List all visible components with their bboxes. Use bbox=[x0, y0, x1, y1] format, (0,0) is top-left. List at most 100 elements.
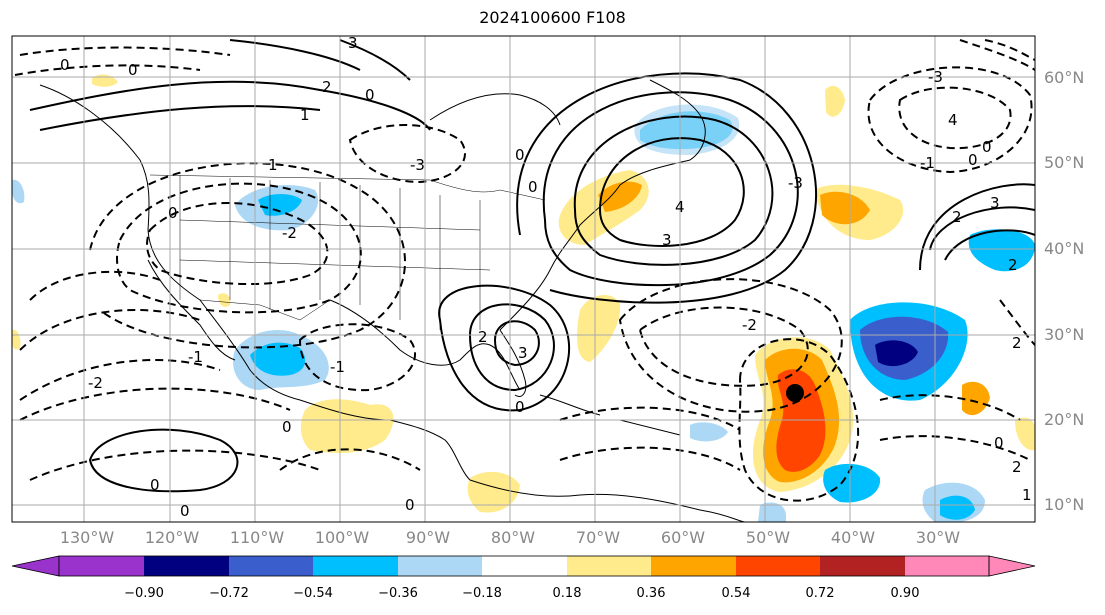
lon-label: 110°W bbox=[229, 528, 285, 547]
contour-label: 0 bbox=[365, 86, 375, 104]
low-florida-ring-2 bbox=[468, 303, 555, 392]
fill-positive-north-atlantic-core bbox=[598, 181, 642, 212]
contour-label: -3 bbox=[788, 174, 803, 192]
colorbar-tick-label: 0.18 bbox=[552, 586, 582, 601]
dashed-east-lower bbox=[879, 394, 1031, 461]
contour-label: 0 bbox=[60, 56, 70, 74]
contour-label: 0 bbox=[528, 178, 538, 196]
state-lines bbox=[179, 175, 491, 330]
dashed-trough-west-3 bbox=[89, 162, 406, 349]
colorbar-bin bbox=[905, 556, 989, 576]
contour-label: -2 bbox=[742, 316, 757, 334]
fill-positive-east-small bbox=[962, 381, 990, 416]
solid-south-west-oval bbox=[88, 428, 239, 493]
contour-label: -3 bbox=[410, 156, 425, 174]
contour-label: 2 bbox=[322, 78, 332, 96]
graticule bbox=[12, 36, 1035, 522]
contour-label: -1 bbox=[920, 154, 935, 172]
high-ne-ring-1 bbox=[598, 137, 745, 247]
dashed-far-east-edge bbox=[999, 299, 1035, 346]
contour-label: -2 bbox=[282, 224, 297, 242]
fill-negative-west-coast bbox=[12, 179, 25, 204]
colorbar-tick-label: −0.72 bbox=[209, 586, 249, 601]
colorbar-bin bbox=[736, 556, 820, 576]
contour-label: 0 bbox=[150, 476, 160, 494]
contour-label: 0 bbox=[515, 146, 525, 164]
colorbar-bin bbox=[59, 556, 144, 576]
map-background bbox=[12, 36, 1035, 522]
fill-negative-newfoundland-edge bbox=[634, 104, 740, 155]
storm-center-marker bbox=[786, 384, 804, 402]
coast-north-america-west bbox=[39, 84, 471, 481]
lat-label: 50°N bbox=[1044, 153, 1085, 172]
dashed-north-atlantic-1 bbox=[898, 86, 1012, 150]
contour-label: 3 bbox=[662, 231, 672, 249]
map-title: 2024100600 F108 bbox=[479, 8, 626, 27]
contour-label: 4 bbox=[948, 111, 958, 129]
dashed-far-ne bbox=[959, 39, 1035, 71]
contour-label: 3 bbox=[990, 194, 1000, 212]
contour-label: -1 bbox=[188, 348, 203, 366]
contour-label: -3 bbox=[928, 68, 943, 86]
fill-positive-west-gulf bbox=[300, 399, 394, 453]
high-ne-ring-2 bbox=[573, 115, 774, 266]
fill-negative-south-atlantic-1 bbox=[823, 463, 881, 503]
fill-negative-mexico-core bbox=[250, 342, 306, 376]
contour-value-labels: 0 0 3 2 0 1 1 -3 0 -2 0 0 4 3 -3 -3 4 -1… bbox=[60, 36, 1032, 520]
contour-label: 3 bbox=[518, 344, 528, 362]
contour-label: 2 bbox=[952, 208, 962, 226]
dashed-mid-west bbox=[19, 270, 221, 401]
fill-negative-east-atlantic-core bbox=[875, 340, 918, 367]
low-florida-ring-1 bbox=[493, 320, 540, 367]
contour-label: 2 bbox=[1012, 334, 1022, 352]
lon-label: 90°W bbox=[405, 528, 451, 547]
dashed-trough-west-1 bbox=[146, 202, 329, 286]
coast-south-america bbox=[469, 479, 746, 522]
fill-positive-gulf-small bbox=[218, 293, 231, 307]
fill-positive-central-atlantic-core bbox=[820, 191, 870, 225]
fill-positive-far-north bbox=[825, 85, 845, 117]
low-florida-ring-3 bbox=[438, 284, 571, 412]
lon-label: 70°W bbox=[575, 528, 621, 547]
contour-label: 0 bbox=[515, 398, 525, 416]
fill-negative-caribbean bbox=[690, 422, 728, 442]
solid-east-ring bbox=[919, 183, 1035, 271]
fill-negative-south-atlantic-2-core bbox=[940, 495, 975, 520]
map-frame bbox=[11, 35, 1036, 523]
coast-florida bbox=[499, 329, 527, 397]
contour-label: 0 bbox=[168, 204, 178, 222]
colorbar-bin bbox=[144, 556, 229, 576]
contour-label: 0 bbox=[282, 418, 292, 436]
colorbar-tick-label: −0.36 bbox=[378, 586, 418, 601]
lon-label: 120°W bbox=[144, 528, 200, 547]
dashed-trough-west-2 bbox=[116, 182, 362, 314]
colorbar-bin bbox=[398, 556, 482, 576]
fill-positive-alaska bbox=[92, 74, 118, 87]
colorbar-tick-label: −0.54 bbox=[293, 586, 333, 601]
fill-negative-northeast-atlantic bbox=[968, 229, 1035, 272]
dashed-alaska bbox=[14, 46, 231, 76]
contour-label: 1 bbox=[1022, 486, 1032, 504]
dashed-north-atlantic-2 bbox=[867, 66, 1033, 174]
lat-label: 40°N bbox=[1044, 239, 1085, 258]
fill-positive-east-edge bbox=[1015, 417, 1035, 451]
contour-label: 0 bbox=[982, 138, 992, 156]
contour-label: 0 bbox=[994, 434, 1004, 452]
dashed-storm-ring bbox=[738, 338, 860, 502]
contour-label: 1 bbox=[268, 156, 278, 174]
contour-label: 4 bbox=[675, 198, 685, 216]
colorbar-frame bbox=[58, 555, 990, 577]
contour-label: 2 bbox=[1008, 256, 1018, 274]
lon-label: 60°W bbox=[660, 528, 706, 547]
colorbar-high-extend bbox=[988, 555, 1036, 577]
dashed-contours bbox=[14, 39, 1035, 502]
contour-label: 0 bbox=[180, 502, 190, 520]
contour-label: -1 bbox=[330, 358, 345, 376]
fill-negative-montana-core bbox=[258, 194, 302, 216]
contour-label: 2 bbox=[1012, 458, 1022, 476]
lon-label: 30°W bbox=[915, 528, 961, 547]
high-ne-ring-3 bbox=[542, 91, 799, 287]
lat-label: 60°N bbox=[1044, 68, 1085, 87]
colorbar-tick-label: −0.90 bbox=[124, 586, 164, 601]
